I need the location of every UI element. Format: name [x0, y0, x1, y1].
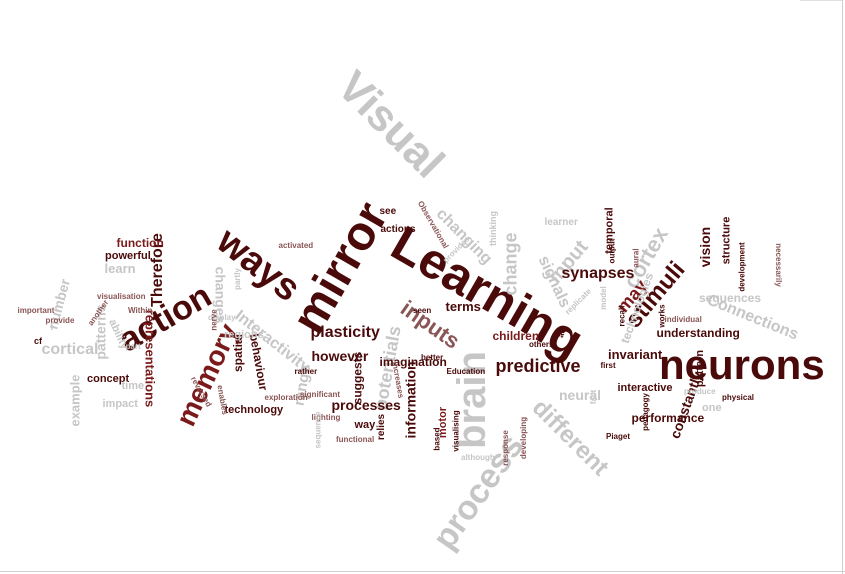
word-display: display	[208, 313, 236, 322]
word-representations: representations	[142, 309, 158, 407]
word-sequence: sequence	[312, 411, 322, 449]
word-learner: learner	[544, 217, 578, 228]
word-visual: Visual	[327, 61, 454, 188]
word-cortical: cortical	[41, 341, 99, 358]
word-physical: physical	[722, 393, 755, 402]
word-output: output	[606, 238, 616, 264]
word-concept: concept	[87, 372, 130, 385]
word-children: children	[492, 329, 540, 343]
word-individual: individual	[664, 315, 702, 324]
word-time: time	[121, 379, 145, 392]
word-neural: neural	[559, 387, 602, 403]
word-activated: activated	[278, 241, 314, 250]
corner-mark	[800, 0, 842, 1]
word-vision: vision	[697, 226, 714, 268]
word-actions: actions	[380, 224, 416, 235]
word-produce: produce	[684, 387, 716, 396]
word-important: important	[17, 306, 55, 315]
word-function: function	[116, 236, 164, 250]
word-predictive: predictive	[495, 356, 581, 376]
word-terms: terms	[445, 298, 481, 314]
word-significant: significant	[300, 390, 341, 399]
word-invariant: invariant	[608, 346, 663, 362]
word-visualising: visualising	[451, 410, 461, 452]
word-different: different	[526, 394, 614, 482]
word-enables: enables	[215, 384, 230, 416]
bottom-border-line	[0, 571, 845, 572]
word-developing: developing	[519, 416, 529, 460]
word-pedagogy: pedagogy	[640, 393, 650, 431]
word-regions: regions	[224, 328, 264, 341]
word-pattern: pattern	[693, 349, 706, 387]
right-border-line	[842, 0, 843, 574]
word-within: Within	[128, 306, 153, 315]
word-thinking: thinking	[487, 210, 498, 246]
word-others: others	[529, 340, 554, 349]
word-imagination: imagination	[379, 355, 447, 369]
word-see: see	[379, 206, 397, 217]
word-education: Education	[446, 367, 486, 376]
word-piaget: Piaget	[606, 432, 631, 441]
word-impact: impact	[102, 397, 138, 410]
word-performance: performance	[631, 411, 705, 425]
word-information: information	[402, 361, 418, 439]
word-recall: recall	[616, 305, 626, 327]
word-response: response	[500, 430, 510, 466]
word-technology: technology	[224, 403, 284, 416]
word-sequences: sequences	[699, 291, 762, 305]
word-first: first	[600, 361, 616, 370]
word-way: way	[354, 418, 376, 431]
word-suggests: suggests	[349, 351, 364, 405]
word-exploration: exploration	[264, 393, 308, 402]
word-however: however	[311, 348, 369, 364]
word-seen: seen	[413, 306, 432, 315]
word-synapses: synapses	[561, 265, 635, 282]
word-powerful: powerful	[105, 249, 151, 262]
word-although: although	[461, 453, 495, 462]
word-neurons: neurons	[659, 341, 825, 388]
word-structure: structure	[720, 216, 733, 264]
word-fact: fact	[589, 389, 599, 405]
word-development: development	[737, 242, 747, 292]
word-provide: provide	[45, 316, 75, 325]
word-change: change	[500, 232, 521, 296]
word-functional: functional	[336, 435, 375, 444]
word-nerve: nerve	[209, 309, 219, 331]
word-cf: cf	[34, 335, 43, 346]
word-plasticity: plasticity	[310, 324, 380, 341]
word-lighting: lighting	[311, 413, 341, 422]
word-example: example	[67, 373, 83, 427]
word-visualisation: visualisation	[97, 292, 146, 301]
word-rather: rather	[294, 367, 318, 376]
word-interactive: interactive	[617, 381, 673, 394]
word-better: better	[421, 353, 444, 362]
word-i: i	[50, 322, 54, 333]
word-one: one	[702, 401, 722, 414]
word-aural: aural	[631, 248, 641, 268]
word-model: model	[598, 286, 608, 310]
word-processes: processes	[331, 397, 401, 413]
word-relies: relies	[376, 413, 388, 441]
word-works: works	[657, 304, 667, 328]
word-learn: learn	[104, 260, 136, 276]
word-understanding: understanding	[656, 326, 740, 340]
word-based: based	[432, 427, 442, 451]
word-partly: partly	[232, 268, 242, 290]
word-part: part	[125, 342, 141, 351]
word-necessarily: necessarily	[773, 243, 783, 287]
